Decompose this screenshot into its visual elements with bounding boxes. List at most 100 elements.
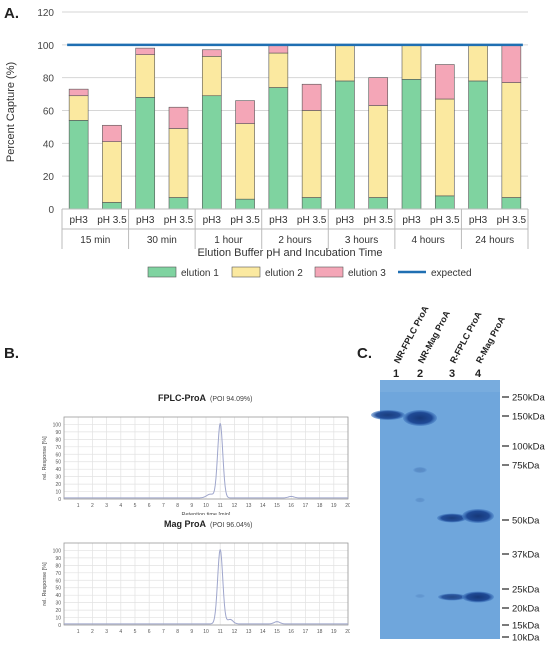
x-axis-label: Elution Buffer pH and Incubation Time	[197, 247, 382, 259]
legend-label: elution 3	[348, 268, 386, 279]
x-tick-label: 13	[246, 629, 252, 635]
bar-elution-1-8	[335, 80, 355, 210]
gel-band	[371, 410, 405, 420]
lane-label: NR-Mag ProA	[416, 309, 452, 365]
lane-label: NR-FPLC ProA	[392, 304, 431, 365]
x-tick-label: 8	[176, 503, 179, 509]
y-tick-label: 100	[53, 422, 62, 428]
y-tick-label: 100	[53, 548, 62, 554]
bar-elution-3-7	[301, 83, 322, 111]
gel-band	[438, 593, 466, 601]
x-category-label: pH3	[469, 215, 488, 226]
bar-elution-2-13	[501, 82, 522, 198]
marker-label: 25kDa	[512, 585, 540, 596]
x-tick-label: 4	[119, 629, 122, 635]
x-category-label: pH 3.5	[164, 215, 194, 226]
plot-frame	[63, 542, 349, 626]
legend-label: elution 1	[181, 268, 219, 279]
x-category-label: pH3	[203, 215, 222, 226]
x-group-label: 2 hours	[278, 235, 311, 246]
y-tick-label: 70	[55, 571, 61, 577]
x-category-label: pH3	[269, 215, 288, 226]
marker-label: 20kDa	[512, 604, 540, 615]
x-tick-label: 17	[303, 503, 309, 509]
y-tick-label: 60	[55, 452, 61, 458]
bar-elution-2-3	[168, 128, 189, 198]
x-tick-label: 3	[105, 503, 108, 509]
y-tick-label: 60	[43, 107, 55, 118]
panel-label-a: A.	[4, 5, 19, 22]
gel-band	[437, 513, 467, 523]
x-group-label: 30 min	[147, 235, 177, 246]
y-tick-label: 20	[55, 482, 61, 488]
y-tick-label: 40	[55, 467, 61, 473]
gel-band	[462, 509, 494, 523]
x-tick-label: 15	[274, 503, 280, 509]
y-tick-label: 10	[55, 490, 61, 496]
y-tick-label: 0	[58, 497, 61, 503]
gel-band	[403, 410, 437, 426]
chromatogram-trace	[64, 549, 348, 625]
bar-elution-1-13	[501, 197, 522, 210]
x-tick-label: 12	[232, 503, 238, 509]
bar-elution-1-11	[434, 195, 455, 210]
marker-label: 50kDa	[512, 516, 540, 527]
chromatogram-title: Mag ProA	[164, 519, 207, 529]
x-tick-label: 1	[77, 503, 80, 509]
bar-elution-1-4	[201, 95, 222, 210]
legend-swatch	[231, 266, 261, 278]
plot-frame	[63, 416, 349, 500]
stacked-bar-chart: 0 20 40 60 80 100 120 pH3 pH 3.5 pH3 pH 3.5 pH3 pH …	[5, 8, 529, 279]
chromatogram-fpla-proa: FPLC-ProA (POI 94.09%)1 2 3 4 5 6 7 8 9 10 11 12 13 14…	[42, 393, 350, 515]
x-tick-label: 11	[218, 629, 223, 635]
y-tick-label: 30	[55, 601, 61, 607]
gel-background	[380, 380, 500, 639]
y-tick-label: 80	[43, 74, 55, 85]
bar-elution-2-2	[135, 54, 156, 98]
x-tick-label: 14	[260, 629, 266, 635]
x-tick-label: 9	[190, 629, 193, 635]
bar-elution-2-4	[201, 56, 222, 97]
chromatogram-subtitle: (POI 94.09%)	[210, 396, 252, 403]
x-tick-label: 20	[345, 503, 350, 509]
legend-swatch	[314, 266, 344, 278]
x-category-label: pH 3.5	[230, 215, 260, 226]
x-tick-label: 15	[274, 629, 280, 635]
y-tick-label: 30	[55, 475, 61, 481]
x-tick-label: 10	[203, 629, 209, 635]
bar-elution-1-3	[168, 197, 189, 210]
bar-elution-3-13	[501, 44, 522, 83]
bar-elution-2-7	[301, 110, 322, 198]
x-category-label: pH 3.5	[430, 215, 460, 226]
y-tick-label: 70	[55, 445, 61, 451]
bar-elution-2-5	[235, 123, 255, 200]
x-tick-label: 2	[91, 503, 94, 509]
x-tick-label: 16	[288, 503, 294, 509]
marker-label: 15kDa	[512, 621, 540, 632]
lane-number: 3	[449, 368, 455, 380]
x-category-label: pH3	[336, 215, 355, 226]
chromatogram-subtitle: (POI 96.04%)	[210, 522, 252, 529]
x-tick-label: 20	[345, 629, 350, 635]
lane-number: 2	[417, 368, 423, 380]
bar-elution-1-1	[102, 202, 122, 210]
bar-elution-3-1	[102, 124, 122, 142]
marker-label: 150kDa	[512, 412, 545, 423]
y-tick-label: 10	[55, 616, 61, 622]
x-group-label: 1 hour	[214, 235, 243, 246]
x-tick-label: 6	[148, 503, 151, 509]
x-group-label: 15 min	[80, 235, 110, 246]
x-tick-label: 12	[232, 629, 238, 635]
y-tick-label: 0	[48, 205, 54, 216]
y-tick-label: 90	[55, 430, 61, 436]
x-tick-label: 13	[246, 503, 252, 509]
gel-band	[413, 467, 427, 473]
y-tick-label: 90	[55, 556, 61, 562]
bar-elution-3-4	[201, 49, 222, 57]
bar-elution-2-9	[368, 105, 389, 198]
x-category-label: pH 3.5	[497, 215, 527, 226]
bar-elution-3-9	[368, 77, 389, 106]
x-axis-label: Retention time [min]	[182, 512, 231, 515]
bar-elution-3-2	[135, 47, 156, 55]
x-tick-label: 2	[91, 629, 94, 635]
